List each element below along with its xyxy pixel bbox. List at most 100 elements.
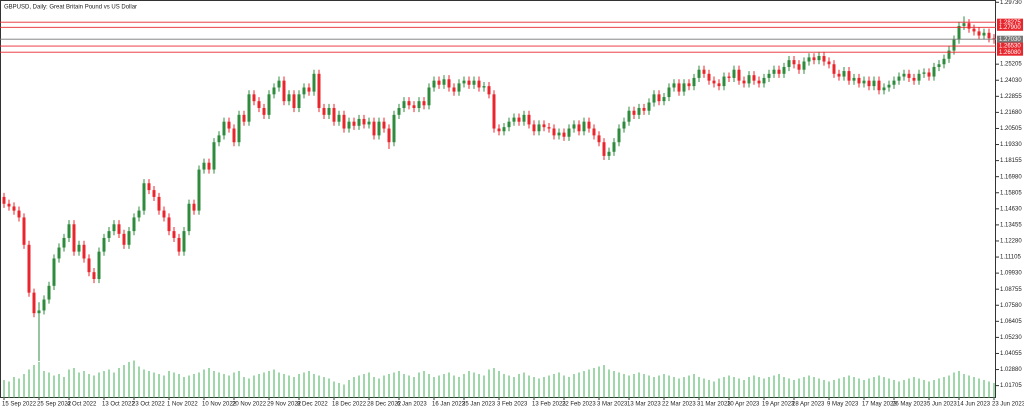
candle-body — [842, 71, 846, 77]
candle-body — [632, 110, 636, 115]
x-tick-label: 28 Apr 2023 — [792, 402, 825, 408]
candle-body — [657, 94, 661, 102]
candle-body — [662, 97, 666, 102]
candle-body — [82, 244, 86, 259]
candle-body — [647, 102, 651, 111]
x-tick-label: 13 Mar 2023 — [627, 402, 661, 408]
candle-body — [77, 244, 81, 252]
x-tick-label: 19 Apr 2023 — [762, 402, 795, 408]
x-tick-label: 22 Mar 2023 — [662, 402, 696, 408]
candle-body — [447, 79, 451, 88]
candle-body — [597, 135, 601, 143]
x-tick-label: 1 Nov 2022 — [167, 402, 198, 408]
candle-body — [97, 251, 101, 279]
candle-body — [297, 94, 301, 109]
candle-body — [112, 224, 116, 232]
x-tick-label: 26 May 2023 — [892, 402, 927, 408]
candle-body — [982, 32, 986, 36]
candle-body — [322, 108, 326, 115]
y-tick-label: 1.01705 — [1000, 383, 1022, 389]
y-tick-label: 1.06405 — [1000, 319, 1022, 325]
candle-body — [567, 128, 571, 137]
candle-body — [697, 69, 701, 78]
candle-body — [802, 61, 806, 70]
candle-body — [172, 231, 176, 238]
candle-body — [47, 285, 51, 300]
x-tick-label: 29 Nov 2022 — [267, 402, 302, 408]
candle-body — [942, 58, 946, 65]
candle-body — [167, 217, 171, 232]
candle-body — [917, 73, 921, 81]
y-tick-label: 1.13455 — [1000, 222, 1022, 228]
candle-body — [37, 310, 41, 314]
candle-body — [92, 272, 96, 279]
candle-body — [402, 101, 406, 109]
candle-body — [237, 114, 241, 143]
candle-body — [527, 114, 531, 125]
y-tick-label: 1.15805 — [1000, 190, 1022, 196]
candle-body — [442, 79, 446, 85]
candle-body — [147, 183, 151, 191]
candle-body — [332, 108, 336, 122]
candle-body — [217, 135, 221, 143]
candle-body — [362, 118, 366, 125]
candle-body — [562, 132, 566, 137]
candle-body — [797, 64, 801, 70]
y-tick-label: 1.12280 — [1000, 239, 1022, 245]
candle-body — [177, 237, 181, 252]
candle-body — [892, 80, 896, 85]
x-tick-label: 17 May 2023 — [862, 402, 897, 408]
candle-body — [307, 87, 311, 92]
candle-body — [67, 224, 71, 238]
x-tick-label: 22 Feb 2023 — [562, 402, 596, 408]
candle-body — [492, 94, 496, 129]
price-label-box — [997, 23, 1023, 31]
y-tick-label: 1.09930 — [1000, 271, 1022, 277]
x-tick-label: 14 Jun 2023 — [957, 402, 991, 408]
candle-body — [272, 87, 276, 95]
candle-body — [932, 66, 936, 77]
y-tick-label: 1.02880 — [1000, 367, 1022, 373]
x-tick-label: 31 Mar 2023 — [697, 402, 731, 408]
candle-body — [902, 73, 906, 77]
candle-body — [547, 127, 551, 129]
candle-body — [832, 64, 836, 74]
candle-body — [382, 121, 386, 129]
candle-body — [667, 87, 671, 98]
y-tick-label: 1.05230 — [1000, 335, 1022, 341]
candle-body — [792, 60, 796, 65]
candle-body — [367, 121, 371, 125]
candle-body — [952, 39, 956, 51]
x-tick-label: 8 Dec 2022 — [297, 402, 328, 408]
price-label: 1.27030 — [999, 37, 1021, 43]
candle-body — [122, 233, 126, 245]
x-tick-label: 16 Jan 2023 — [432, 402, 466, 408]
candle-body — [247, 94, 251, 122]
candle-body — [537, 124, 541, 132]
candle-body — [692, 77, 696, 87]
x-tick-label: 5 Jun 2023 — [927, 402, 957, 408]
x-tick-label: 4 Oct 2022 — [67, 402, 97, 408]
candle-body — [922, 72, 926, 74]
candle-body — [742, 80, 746, 84]
candle-body — [207, 162, 211, 170]
candle-body — [262, 108, 266, 115]
candle-body — [857, 77, 861, 84]
y-tick-label: 1.19330 — [1000, 142, 1022, 148]
candle-body — [337, 114, 341, 122]
candle-body — [702, 69, 706, 74]
candle-body — [187, 203, 191, 232]
price-label-box — [997, 48, 1023, 56]
candle-body — [587, 121, 591, 129]
y-tick-label: 1.16980 — [1000, 174, 1022, 180]
candle-body — [32, 292, 36, 314]
candle-body — [437, 80, 441, 85]
candle-body — [867, 80, 871, 87]
x-tick-label: 10 Apr 2023 — [727, 402, 760, 408]
chart-title: GBPUSD, Daily: Great Britain Pound vs US… — [4, 5, 137, 11]
candle-body — [987, 32, 991, 39]
candle-body — [552, 128, 556, 136]
candle-body — [712, 80, 716, 84]
candle-body — [282, 80, 286, 102]
candle-body — [372, 121, 376, 136]
